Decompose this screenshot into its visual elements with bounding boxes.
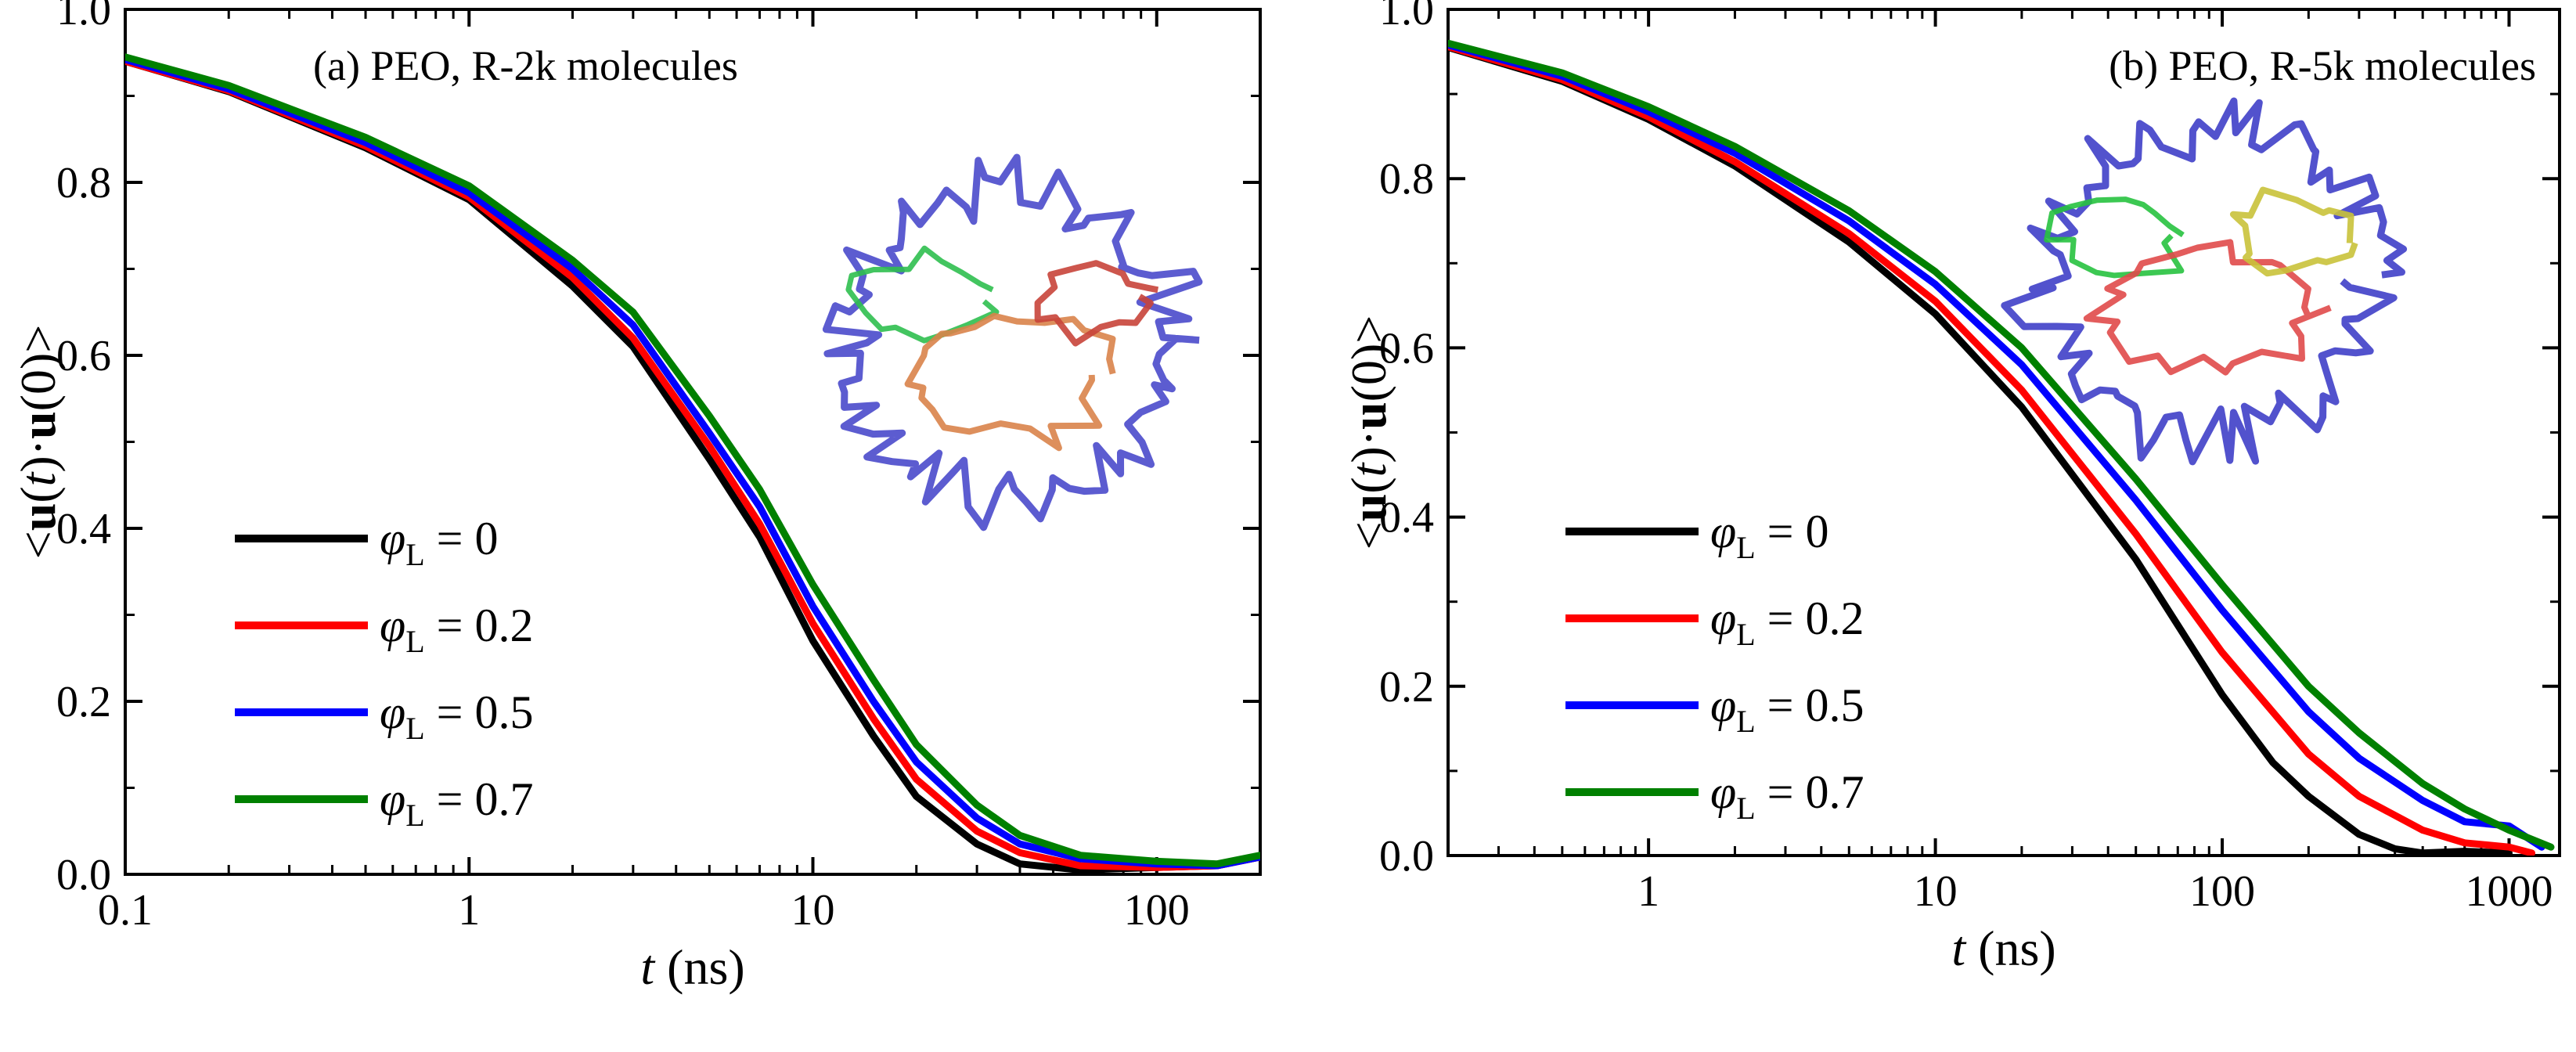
series-line-1	[1448, 43, 2535, 856]
molecule-strand	[2083, 239, 2332, 376]
x-axis-title: t (ns)	[1951, 920, 2055, 976]
molecule-strand	[2229, 186, 2358, 277]
panel-title: (b) PEO, R-5k molecules	[2109, 42, 2536, 89]
x-tick-label: 1	[458, 886, 480, 935]
y-tick-label: 0.8	[56, 159, 111, 207]
series-line-1	[125, 57, 1260, 871]
y-tick-label: 0.6	[1379, 324, 1434, 373]
molecule-strand	[2001, 97, 2408, 466]
molecule-strand	[2044, 196, 2185, 279]
x-tick-label: 0.1	[98, 886, 153, 935]
molecule-strand	[822, 153, 1203, 531]
y-tick-label: 0.6	[56, 332, 111, 380]
legend-label: φL = 0.5	[1710, 679, 1864, 739]
y-tick-label: 0.4	[56, 505, 111, 553]
x-axis-title: t (ns)	[640, 939, 744, 995]
panel-a-chart: 0.0 0.2 0.4 0.6 0.8 1.0 0.1 1 10 100 (a) PEO, R-2k…	[10, 0, 1262, 995]
plot-frame	[1447, 8, 2561, 857]
series-line-0	[125, 57, 1260, 874]
legend-label: φL = 0.2	[380, 600, 533, 659]
x-tick-label: 100	[1124, 886, 1190, 935]
series-line-2	[1448, 41, 2545, 851]
y-axis-title: <u(t)·u(0)>	[1341, 315, 1396, 550]
y-tick-label: 0.2	[56, 678, 111, 726]
legend-label: φL = 0	[1710, 506, 1828, 565]
legend-label: φL = 0.5	[380, 686, 533, 746]
y-tick-label: 0.0	[56, 851, 111, 899]
y-tick-label: 0.0	[1379, 832, 1434, 881]
molecule-strand	[904, 312, 1116, 452]
legend-label: φL = 0.7	[380, 773, 533, 833]
molecule-inset-image	[2001, 97, 2408, 466]
x-tick-label: 100	[2189, 867, 2255, 916]
series-group	[1448, 39, 2555, 856]
y-tick-label: 0.8	[1379, 155, 1434, 204]
series-line-0	[1448, 44, 2513, 856]
panel-b-chart: 0.0 0.2 0.4 0.6 0.8 1.0 1 10 100 1000 (b) PEO, R-5…	[1341, 0, 2561, 976]
y-tick-label: 1.0	[56, 0, 111, 34]
y-tick-label: 1.0	[1379, 0, 1434, 34]
molecule-inset-image	[822, 153, 1203, 531]
series-line-3	[125, 53, 1260, 868]
y-tick-label: 0.2	[1379, 663, 1434, 712]
y-tick-label: 0.4	[1379, 494, 1434, 542]
x-tick-label: 1	[1637, 867, 1659, 916]
x-tick-label: 10	[791, 886, 835, 935]
legend-label: φL = 0.7	[1710, 766, 1864, 826]
y-axis-title: <u(t)·u(0)>	[10, 325, 66, 560]
series-group	[125, 53, 1260, 874]
legend-label: φL = 0.2	[1710, 593, 1864, 652]
x-tick-label: 10	[1914, 867, 1958, 916]
plot-frame	[124, 8, 1262, 876]
series-line-2	[125, 56, 1260, 870]
series-line-3	[1448, 39, 2555, 851]
molecule-strand	[1034, 260, 1159, 347]
legend-label: φL = 0	[380, 513, 498, 572]
panel-title: (a) PEO, R-2k molecules	[313, 42, 738, 89]
x-tick-label: 1000	[2465, 867, 2553, 916]
